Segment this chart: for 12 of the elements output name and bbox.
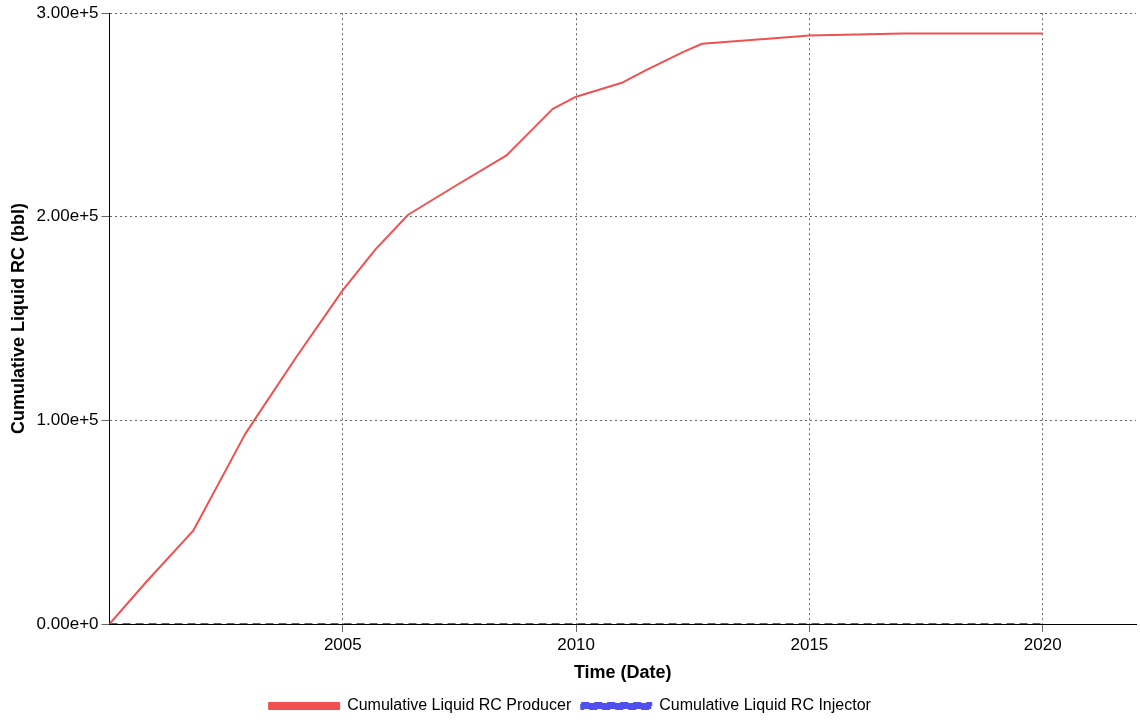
y-tick-label: 0.00e+0 — [36, 613, 99, 633]
y-tick-label: 3.00e+5 — [36, 2, 99, 22]
y-tick-label: 1.00e+5 — [36, 410, 99, 430]
legend-label: Cumulative Liquid RC Injector — [659, 696, 872, 714]
x-tick-label: 2015 — [790, 634, 829, 654]
legend-label: Cumulative Liquid RC Producer — [347, 696, 572, 714]
x-tick-label: 2005 — [323, 634, 362, 654]
x-axis-title: Time (Date) — [573, 662, 672, 683]
x-tick-label: 2010 — [557, 634, 596, 654]
y-axis-title: Cumulative Liquid RC (bbl) — [7, 203, 28, 435]
x-tick-label: 2020 — [1023, 634, 1062, 654]
y-tick-label: 2.00e+5 — [36, 206, 99, 226]
